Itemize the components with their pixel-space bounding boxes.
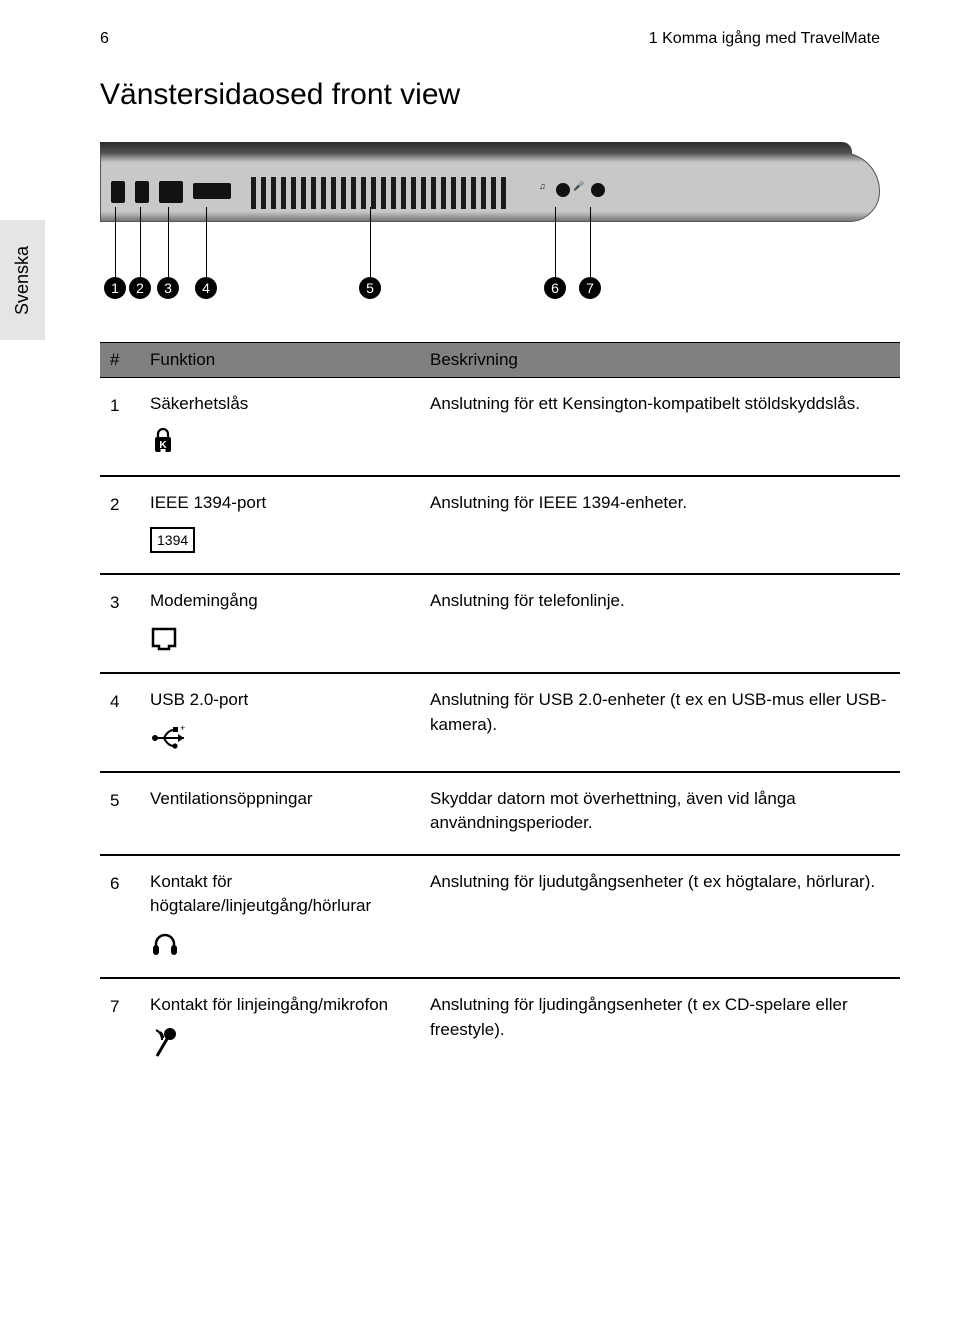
port-lock-icon (111, 181, 125, 203)
cell-desc: Anslutning för telefonlinje. (430, 589, 900, 654)
callout-leader (555, 207, 556, 277)
cell-num: 6 (100, 870, 150, 959)
kensington-icon: K (150, 427, 420, 457)
func-label: Säkerhetslås (150, 392, 420, 417)
ieee1394-label: 1394 (150, 527, 195, 553)
callout-badge: 4 (195, 277, 217, 299)
cell-func: Kontakt för högtalare/linjeutgång/hörlur… (150, 870, 430, 959)
cell-desc: Skyddar datorn mot överhettning, även vi… (430, 787, 900, 836)
callout-badge: 6 (544, 277, 566, 299)
th-num: # (100, 350, 150, 370)
port-1394-icon (135, 181, 149, 203)
func-label: Ventilationsöppningar (150, 787, 420, 812)
callout-leader (590, 207, 591, 277)
cell-func: Ventilationsöppningar (150, 787, 430, 836)
callout-leader (168, 207, 169, 277)
callout-badge: 1 (104, 277, 126, 299)
svg-text:+: + (180, 725, 185, 733)
callout-badge: 5 (359, 277, 381, 299)
cell-num: 3 (100, 589, 150, 654)
page-title: Vänstersidaosed front view (0, 58, 960, 142)
cell-func: Modemingång (150, 589, 430, 654)
page-header: 6 1 Komma igång med TravelMate (0, 0, 960, 58)
rj11-icon (150, 624, 420, 654)
table-row: 3Modemingång Anslutning för telefonlinje. (100, 575, 900, 674)
cell-desc: Anslutning för IEEE 1394-enheter. (430, 491, 900, 556)
laptop-body: ♫ 🎤 (100, 152, 880, 222)
table-row: 5Ventilationsöppningar Skyddar datorn mot… (100, 773, 900, 856)
usb-icon: + (150, 723, 420, 753)
callout-row: 1234 5 67 (100, 262, 880, 322)
callout-leader (206, 207, 207, 277)
cell-func: Kontakt för linjeingång/mikrofon (150, 993, 430, 1058)
page: 6 1 Komma igång med TravelMate Vänstersi… (0, 0, 960, 1325)
table-row: 2IEEE 1394-port 1394 Anslutning för IEEE 1… (100, 477, 900, 576)
callout-badge: 3 (157, 277, 179, 299)
language-tab: Svenska (0, 220, 45, 340)
laptop-lid (100, 142, 852, 154)
cell-desc: Anslutning för ljudingångsenheter (t ex … (430, 993, 900, 1058)
table-row: 4USB 2.0-port + Anslutning för USB 2.0-enh… (100, 674, 900, 773)
svg-text:K: K (159, 440, 167, 451)
cell-num: 7 (100, 993, 150, 1058)
cell-num: 1 (100, 392, 150, 457)
callout-leader (370, 207, 371, 277)
headphones-icon (150, 929, 420, 959)
cell-desc: Anslutning för ljudutgångsenheter (t ex … (430, 870, 900, 959)
jack-mic-icon (591, 183, 605, 197)
th-desc: Beskrivning (430, 350, 900, 370)
cell-num: 2 (100, 491, 150, 556)
callout-leader (140, 207, 141, 277)
table-body: 1Säkerhetslås K Anslutning för ett Kensing… (100, 378, 900, 1076)
th-func: Funktion (150, 350, 430, 370)
headphone-glyph-icon: ♫ (539, 181, 546, 191)
func-label: IEEE 1394-port (150, 491, 420, 516)
port-modem-icon (159, 181, 183, 203)
ports-table: # Funktion Beskrivning 1Säkerhetslås K Ans… (100, 342, 900, 1076)
cell-func: IEEE 1394-port 1394 (150, 491, 430, 556)
chapter-title: 1 Komma igång med TravelMate (649, 30, 880, 48)
language-tab-label: Svenska (12, 245, 33, 314)
mic-glyph-icon: 🎤 (573, 181, 584, 192)
func-label: Kontakt för högtalare/linjeutgång/hörlur… (150, 870, 420, 919)
cell-func: Säkerhetslås K (150, 392, 430, 457)
cell-num: 5 (100, 787, 150, 836)
callout-badge: 7 (579, 277, 601, 299)
func-label: USB 2.0-port (150, 688, 420, 713)
jack-headphone-icon (556, 183, 570, 197)
table-row: 7Kontakt för linjeingång/mikrofon Anslutn… (100, 979, 900, 1076)
cell-desc: Anslutning för USB 2.0-enheter (t ex en … (430, 688, 900, 753)
page-number: 6 (100, 30, 109, 48)
table-row: 6Kontakt för högtalare/linjeutgång/hörlu… (100, 856, 900, 979)
vents-icon (251, 177, 511, 209)
func-label: Modemingång (150, 589, 420, 614)
cell-func: USB 2.0-port + (150, 688, 430, 753)
port-usb-icon (193, 183, 231, 199)
laptop-side-diagram: ♫ 🎤 1234 5 67 (100, 142, 880, 322)
cell-desc: Anslutning för ett Kensington-kompatibel… (430, 392, 900, 457)
table-row: 1Säkerhetslås K Anslutning för ett Kensing… (100, 378, 900, 477)
table-header: # Funktion Beskrivning (100, 342, 900, 378)
func-label: Kontakt för linjeingång/mikrofon (150, 993, 420, 1018)
callout-badge: 2 (129, 277, 151, 299)
cell-num: 4 (100, 688, 150, 753)
callout-leader (115, 207, 116, 277)
mic-icon (150, 1028, 420, 1058)
ieee1394-icon: 1394 (150, 525, 420, 555)
